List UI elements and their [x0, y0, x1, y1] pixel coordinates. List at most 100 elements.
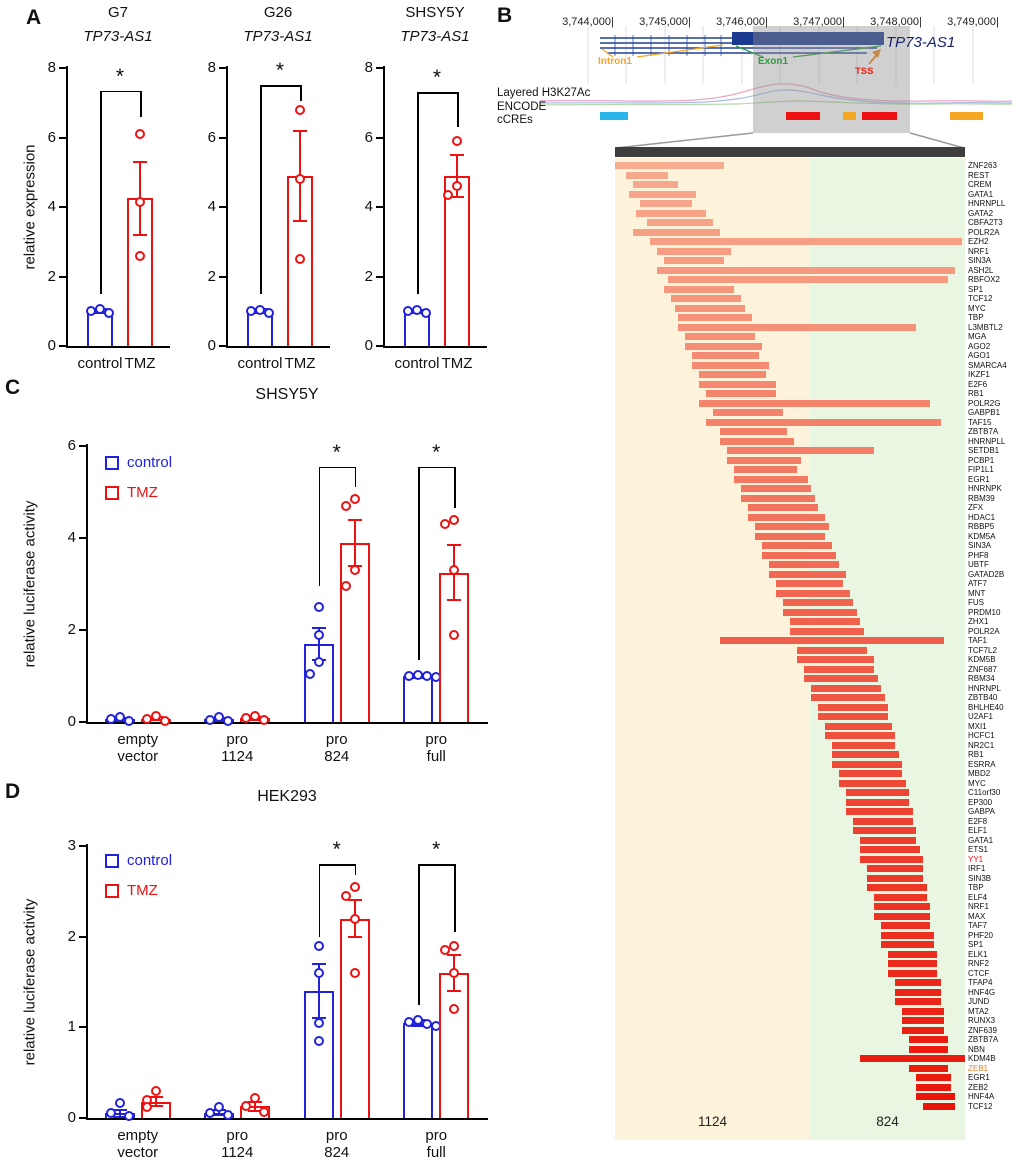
tf-bar — [867, 865, 923, 872]
tf-bar — [706, 418, 941, 426]
chart-title: G7 — [107, 4, 128, 21]
tf-label: HCFC1 — [968, 731, 995, 740]
tf-label: IKZF1 — [968, 370, 990, 379]
tf-label: ZNF687 — [968, 664, 997, 674]
tf-bar — [664, 257, 724, 264]
tf-bar — [762, 551, 836, 559]
panel-d-chart: HEK293 relative luciferase activity 0 1 2 3 em… — [10, 788, 495, 1171]
data-point — [159, 715, 170, 726]
y-tick — [376, 275, 383, 278]
data-point — [313, 629, 324, 640]
bracket-line — [318, 466, 357, 469]
bracket-line — [354, 864, 357, 875]
y-tick — [79, 721, 86, 723]
y-tick — [376, 206, 383, 208]
tf-label: MYC — [968, 778, 986, 788]
tf-bar — [902, 1026, 944, 1034]
tf-label: SIN3B — [968, 873, 992, 883]
tf-bar — [706, 390, 776, 397]
tf-label: ZEB2 — [968, 1082, 989, 1092]
error-bar-cap — [347, 899, 362, 902]
error-bar-cap — [347, 935, 362, 938]
y-tick — [59, 345, 66, 347]
tf-bar — [846, 808, 913, 815]
bracket-line — [300, 85, 302, 101]
tf-label: RNF2 — [968, 959, 989, 968]
bracket-line — [318, 864, 321, 937]
legend-label: TMZ — [127, 484, 158, 501]
tf-label: GABPA — [968, 807, 995, 816]
y-tick-label: 2 — [207, 267, 216, 285]
tf-bar — [846, 798, 909, 806]
x-category-label: pro 1124 — [221, 1127, 254, 1162]
tf-label: E2F6 — [968, 379, 988, 389]
error-bar-cap — [347, 518, 362, 521]
tf-bar — [811, 694, 885, 701]
error-bar-cap — [447, 599, 462, 602]
tf-label: UBTF — [968, 560, 989, 569]
tf-label: NBN — [968, 1044, 985, 1054]
y-tick-label: 0 — [207, 337, 216, 354]
bracket-line — [417, 92, 419, 294]
chart-title: HEK293 — [257, 788, 317, 805]
data-point — [135, 196, 145, 207]
coordinate-label: 3,748,000| — [870, 16, 922, 28]
tf-bar — [825, 722, 892, 730]
tf-bar — [720, 637, 944, 644]
panel-b: ZNF263 REST CREM GATA1 HNRNPLL GATA2 CBFA2T3 PO… — [495, 0, 1020, 1171]
bracket-line — [457, 92, 459, 128]
data-point — [241, 1101, 252, 1112]
tf-label: TBP — [968, 883, 984, 892]
gene-label: TP73-AS1 — [886, 34, 956, 51]
panel-d-label: D — [5, 780, 21, 803]
tf-bar — [790, 627, 864, 635]
error-bar — [118, 1109, 121, 1118]
tf-label: GATA1 — [968, 189, 994, 199]
error-bar-cap — [133, 233, 147, 236]
data-point — [440, 519, 451, 530]
tf-bar — [720, 428, 787, 435]
tf-label: YY1 — [968, 854, 984, 864]
tf-bar — [867, 884, 927, 891]
error-bar-cap — [148, 1105, 163, 1108]
tf-label: ELF4 — [968, 892, 988, 902]
legend-swatch — [105, 486, 119, 500]
y-axis-label: relative luciferase activity — [21, 500, 39, 668]
y-tick — [219, 275, 226, 278]
y-tick — [59, 206, 66, 208]
tf-label: EGR1 — [968, 1073, 990, 1082]
y-axis — [86, 844, 88, 1120]
tf-bar — [646, 219, 713, 226]
tf-bar — [832, 741, 895, 749]
tf-label: PHF20 — [968, 930, 993, 940]
tf-label: TAF7 — [968, 921, 987, 930]
legend-swatch — [105, 456, 119, 470]
x-category-label: TMZ — [441, 355, 473, 372]
panel-a-chart-1: G7 TP73-AS1 relative expression 0 2 4 6 8 contro… — [20, 4, 185, 384]
x-category-label: TMZ — [284, 355, 316, 372]
tf-bar — [881, 922, 930, 929]
data-point — [349, 565, 360, 576]
tf-label: TCF12 — [968, 294, 993, 303]
tf-bar — [741, 485, 811, 492]
significance-asterisk: * — [332, 440, 341, 464]
data-point — [313, 940, 324, 951]
tf-bar — [860, 1055, 965, 1062]
x-axis — [66, 346, 170, 348]
y-tick — [219, 345, 226, 347]
y-tick — [79, 445, 86, 447]
y-tick — [219, 136, 226, 139]
y-axis — [66, 66, 68, 348]
y-tick-label: 0 — [364, 337, 373, 354]
tf-bar — [776, 589, 850, 597]
y-axis — [86, 444, 88, 724]
tf-label: CBFA2T3 — [968, 218, 1003, 227]
panel-b-label: B — [497, 4, 513, 27]
y-axis-label: relative luciferase activity — [21, 898, 39, 1066]
tf-label: BHLHE40 — [968, 702, 1004, 712]
panel-a-chart-3: SHSY5Y TP73-AS1 0 2 4 6 8 control TMZ * — [343, 4, 495, 384]
tf-label: PCBP1 — [968, 455, 995, 465]
tf-bar — [895, 979, 941, 986]
bracket-line — [260, 85, 262, 294]
